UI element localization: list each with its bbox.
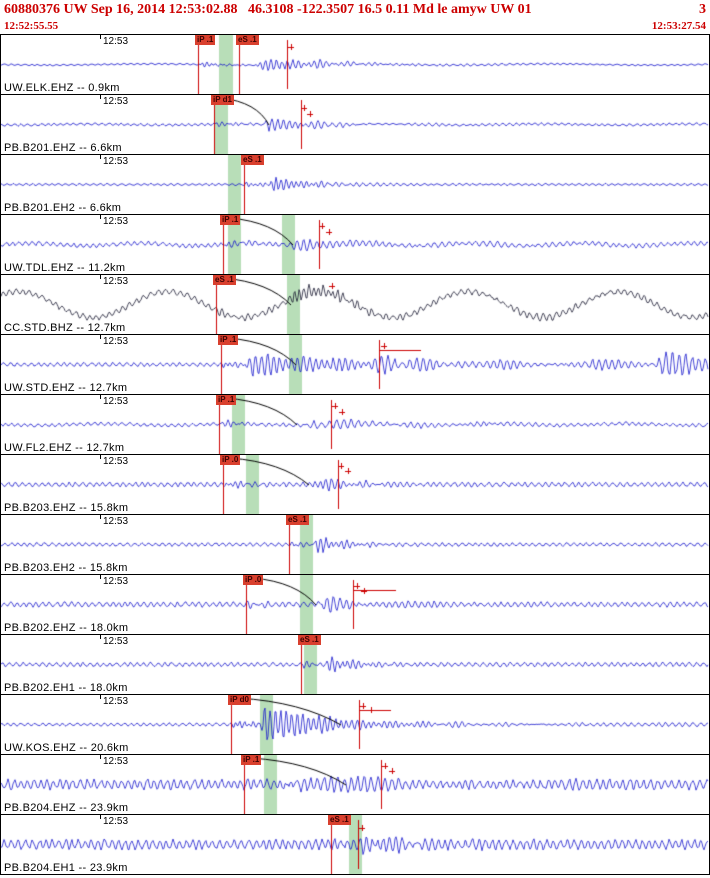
minute-tick-label: 12:53 (103, 696, 129, 707)
event-summary-title: 60880376 UW Sep 16, 2014 12:53:02.88 46.… (4, 2, 532, 17)
station-label: PB.B204.EH1 -- 23.9km (4, 862, 128, 874)
waveform-canvas[interactable] (1, 95, 709, 154)
trace-row: 12:53 eS .1 PB.B204.EH1 -- 23.9km (1, 815, 709, 875)
minute-tick-label: 12:53 (103, 216, 129, 227)
trace-row: 12:53 iP .1 UW.TDL.EHZ -- 11.2km (1, 215, 709, 275)
minute-tick (100, 455, 101, 459)
minute-tick-label: 12:53 (103, 636, 129, 647)
phase-pick-flag[interactable]: eS .1 (236, 35, 259, 45)
minute-tick-label: 12:53 (103, 96, 129, 107)
minute-tick (100, 275, 101, 279)
waveform-canvas[interactable] (1, 815, 709, 874)
minute-tick-label: 12:53 (103, 816, 129, 827)
trace-row: 12:53 iP .1 PB.B204.EHZ -- 23.9km (1, 755, 709, 815)
minute-tick (100, 335, 101, 339)
waveform-canvas[interactable] (1, 635, 709, 694)
minute-tick (100, 695, 101, 699)
station-label: UW.STD.EHZ -- 12.7km (4, 382, 128, 394)
trace-row: 12:53 iP d0 UW.KOS.EHZ -- 20.6km (1, 695, 709, 755)
trace-row: 12:53 eS .1 PB.B201.EH2 -- 6.6km (1, 155, 709, 215)
station-label: PB.B201.EH2 -- 6.6km (4, 202, 122, 214)
station-label: PB.B203.EHZ -- 15.8km (4, 502, 129, 514)
trace-row: 12:53 iP d1 PB.B201.EHZ -- 6.6km (1, 95, 709, 155)
minute-tick-label: 12:53 (103, 336, 129, 347)
phase-pick-flag[interactable]: iP d0 (228, 695, 251, 705)
phase-pick-flag[interactable]: iP .1 (241, 755, 262, 765)
station-label: PB.B201.EHZ -- 6.6km (4, 142, 122, 154)
phase-pick-flag[interactable]: eS .1 (328, 815, 351, 825)
phase-pick-flag[interactable]: iP d1 (211, 95, 234, 105)
trace-row: 12:53 eS .1 PB.B203.EH2 -- 15.8km (1, 515, 709, 575)
minute-tick (100, 35, 101, 39)
minute-tick-label: 12:53 (103, 756, 129, 767)
phase-pick-flag[interactable]: iP .0 (243, 575, 264, 585)
waveform-canvas[interactable] (1, 515, 709, 574)
header-bar: 60880376 UW Sep 16, 2014 12:53:02.88 46.… (0, 0, 710, 20)
minute-tick (100, 515, 101, 519)
phase-pick-flag[interactable]: eS .1 (213, 275, 236, 285)
event-trailing-count: 3 (699, 2, 706, 17)
waveform-canvas[interactable] (1, 275, 709, 334)
trace-row: 12:53 iP .0 PB.B202.EHZ -- 18.0km (1, 575, 709, 635)
station-label: UW.TDL.EHZ -- 11.2km (4, 262, 126, 274)
trace-row: 12:53 iP .1 eS .1 UW.ELK.EHZ -- 0.9km (1, 35, 709, 95)
minute-tick-label: 12:53 (103, 516, 129, 527)
trace-row: 12:53 iP .1 UW.FL2.EHZ -- 12.7km (1, 395, 709, 455)
waveform-canvas[interactable] (1, 695, 709, 754)
station-label: UW.ELK.EHZ -- 0.9km (4, 82, 120, 94)
trace-row: 12:53 eS .1 CC.STD.BHZ -- 12.7km (1, 275, 709, 335)
minute-tick (100, 155, 101, 159)
minute-tick (100, 815, 101, 819)
minute-tick (100, 215, 101, 219)
minute-tick-label: 12:53 (103, 456, 129, 467)
trace-row: 12:53 iP .0 PB.B203.EHZ -- 15.8km (1, 455, 709, 515)
trace-list: 12:53 iP .1 eS .1 UW.ELK.EHZ -- 0.9km 12:53 i… (0, 34, 710, 875)
phase-pick-flag[interactable]: iP .1 (220, 215, 241, 225)
waveform-canvas[interactable] (1, 335, 709, 394)
station-label: PB.B202.EH1 -- 18.0km (4, 682, 128, 694)
phase-pick-flag[interactable]: iP .1 (218, 335, 239, 345)
waveform-canvas[interactable] (1, 455, 709, 514)
minute-tick-label: 12:53 (103, 156, 129, 167)
minute-tick-label: 12:53 (103, 576, 129, 587)
phase-pick-flag[interactable]: eS .1 (298, 635, 321, 645)
phase-pick-flag[interactable]: eS .1 (241, 155, 264, 165)
minute-tick-label: 12:53 (103, 396, 129, 407)
station-label: PB.B202.EHZ -- 18.0km (4, 622, 129, 634)
station-label: UW.FL2.EHZ -- 12.7km (4, 442, 125, 454)
minute-tick (100, 575, 101, 579)
waveform-canvas[interactable] (1, 155, 709, 214)
station-label: PB.B203.EH2 -- 15.8km (4, 562, 128, 574)
phase-pick-flag[interactable]: iP .0 (220, 455, 241, 465)
phase-pick-flag[interactable]: eS .1 (286, 515, 309, 525)
station-label: PB.B204.EHZ -- 23.9km (4, 802, 129, 814)
minute-tick-label: 12:53 (103, 276, 129, 287)
window-end-time: 12:53:27.54 (651, 20, 706, 32)
waveform-canvas[interactable] (1, 575, 709, 634)
minute-tick (100, 95, 101, 99)
time-window-bar: 12:52:55.55 12:53:27.54 (0, 20, 710, 34)
minute-tick (100, 635, 101, 639)
phase-pick-flag[interactable]: iP .1 (216, 395, 237, 405)
waveform-canvas[interactable] (1, 215, 709, 274)
station-label: CC.STD.BHZ -- 12.7km (4, 322, 126, 334)
minute-tick (100, 395, 101, 399)
trace-row: 12:53 eS .1 PB.B202.EH1 -- 18.0km (1, 635, 709, 695)
waveform-canvas[interactable] (1, 35, 709, 94)
minute-tick (100, 755, 101, 759)
station-label: UW.KOS.EHZ -- 20.6km (4, 742, 129, 754)
phase-pick-flag[interactable]: iP .1 (195, 35, 216, 45)
trace-row: 12:53 iP .1 UW.STD.EHZ -- 12.7km (1, 335, 709, 395)
minute-tick-label: 12:53 (103, 36, 129, 47)
waveform-canvas[interactable] (1, 395, 709, 454)
waveform-canvas[interactable] (1, 755, 709, 814)
window-start-time: 12:52:55.55 (4, 20, 59, 32)
